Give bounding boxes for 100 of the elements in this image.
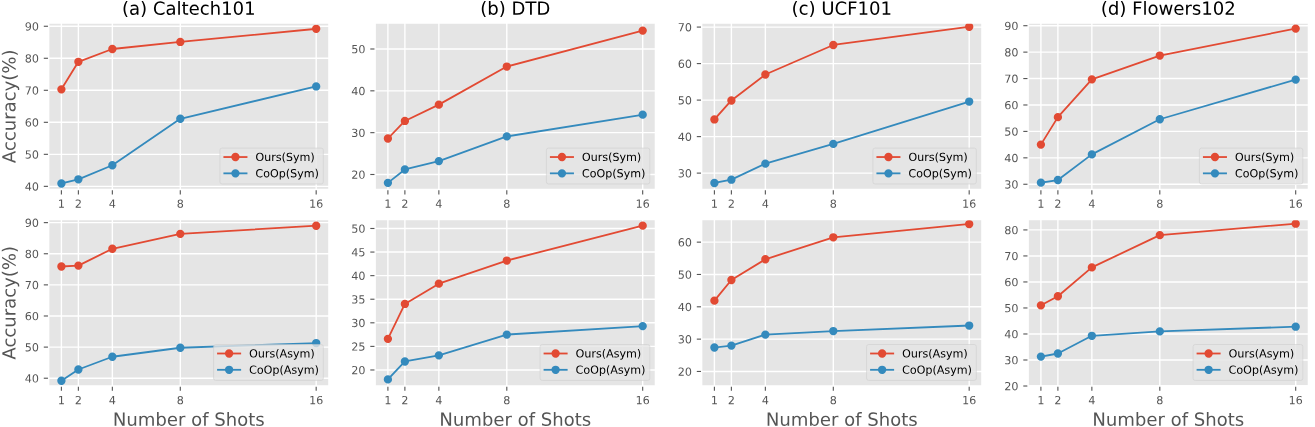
point [108,44,117,54]
x-tick-label: 2 [728,199,734,208]
point [638,321,647,331]
chart-title: (b) DTD [481,1,550,18]
y-tick-label: 80 [25,54,39,63]
point [710,343,719,352]
x-tick-label: 1 [1038,199,1044,208]
point [57,376,66,385]
legend-label: Ours(Asym) [249,348,314,360]
y-tick-label: 40 [678,302,692,312]
legend-label: CoOp(Sym) [909,168,971,180]
point [965,219,974,229]
point [761,330,770,339]
point [727,341,736,350]
point [965,97,974,106]
x-tick-label: 8 [830,395,837,405]
y-tick-label: 50 [25,343,39,352]
point [108,244,117,253]
point [1087,75,1097,84]
point [761,159,770,168]
point [176,229,185,238]
point [1155,327,1164,336]
legend-label: CoOp(Asym) [576,365,645,377]
x-tick-label: 4 [1088,396,1095,405]
point [829,40,838,50]
point [434,156,444,166]
point [1087,331,1097,340]
point [108,352,117,361]
x-tick-label: 8 [177,199,184,208]
y-tick-label: 30 [352,128,365,138]
y-tick-label: 60 [1005,100,1018,110]
x-tick-label: 2 [728,395,734,405]
x-tick-label: 1 [385,396,391,405]
legend-label: CoOp(Sym) [1235,168,1298,180]
point [312,82,321,91]
point [74,175,83,184]
y-tick-label: 30 [1005,355,1018,365]
point [727,96,736,105]
y-tick-label: 90 [25,218,39,228]
y-tick-label: 60 [25,118,39,127]
legend-label: CoOp(Asym) [1229,365,1298,377]
x-axis-title: Number of Shots [1094,412,1244,427]
point [1291,24,1300,33]
point [761,70,770,79]
y-tick-label: 90 [1005,21,1018,31]
x-tick-label: 2 [1055,395,1061,405]
x-tick-label: 16 [310,395,323,405]
point [638,26,647,35]
point [74,261,83,270]
y-tick-label: 70 [25,86,39,95]
chart-title: (a) Caltech101 [123,1,254,18]
point [434,100,444,109]
y-tick-label: 40 [678,132,692,141]
legend-label: CoOp(Asym) [902,365,971,377]
y-tick-label: 30 [678,169,692,178]
x-tick-label: 16 [963,395,976,405]
x-tick-label: 2 [402,199,408,208]
point [1155,230,1164,240]
point [710,178,719,188]
point [176,343,185,352]
y-tick-label: 80 [1005,225,1018,235]
x-tick-label: 1 [1038,396,1044,405]
y-tick-label: 40 [25,374,39,383]
x-axis-title: Number of Shots [441,412,591,427]
point [383,178,393,188]
point [1087,263,1097,272]
x-tick-label: 16 [963,199,976,208]
y-tick-label: 40 [1004,329,1018,339]
point [1155,51,1164,60]
point [1087,150,1097,159]
point [383,334,393,344]
y-tick-label: 40 [351,271,365,281]
legend-label: Ours(Sym) [1235,152,1294,164]
x-tick-label: 4 [109,396,116,405]
point [710,115,719,124]
x-tick-label: 2 [402,395,408,405]
x-tick-label: 1 [59,199,64,208]
legend-label: Ours(Asym) [902,348,967,360]
x-tick-label: 16 [636,199,650,208]
x-tick-label: 4 [1088,199,1095,208]
y-tick-label: 50 [1005,127,1018,136]
point [710,296,719,305]
point [1036,140,1046,149]
y-tick-label: 70 [1005,251,1018,261]
y-tick-label: 70 [678,23,692,32]
point [176,114,185,123]
legend-label: CoOp(Sym) [582,168,645,180]
y-axis-title: Accuracy(%) [1,247,20,360]
point [400,116,410,126]
x-tick-label: 4 [762,396,769,405]
point [1053,175,1063,185]
x-tick-label: 8 [504,395,510,405]
y-tick-label: 30 [352,318,365,328]
point [383,375,393,384]
x-tick-label: 1 [712,396,717,405]
point [1291,219,1300,228]
point [638,221,647,230]
x-tick-label: 8 [504,199,510,208]
y-axis-title: Accuracy(%) [1,51,20,163]
point [57,85,66,94]
